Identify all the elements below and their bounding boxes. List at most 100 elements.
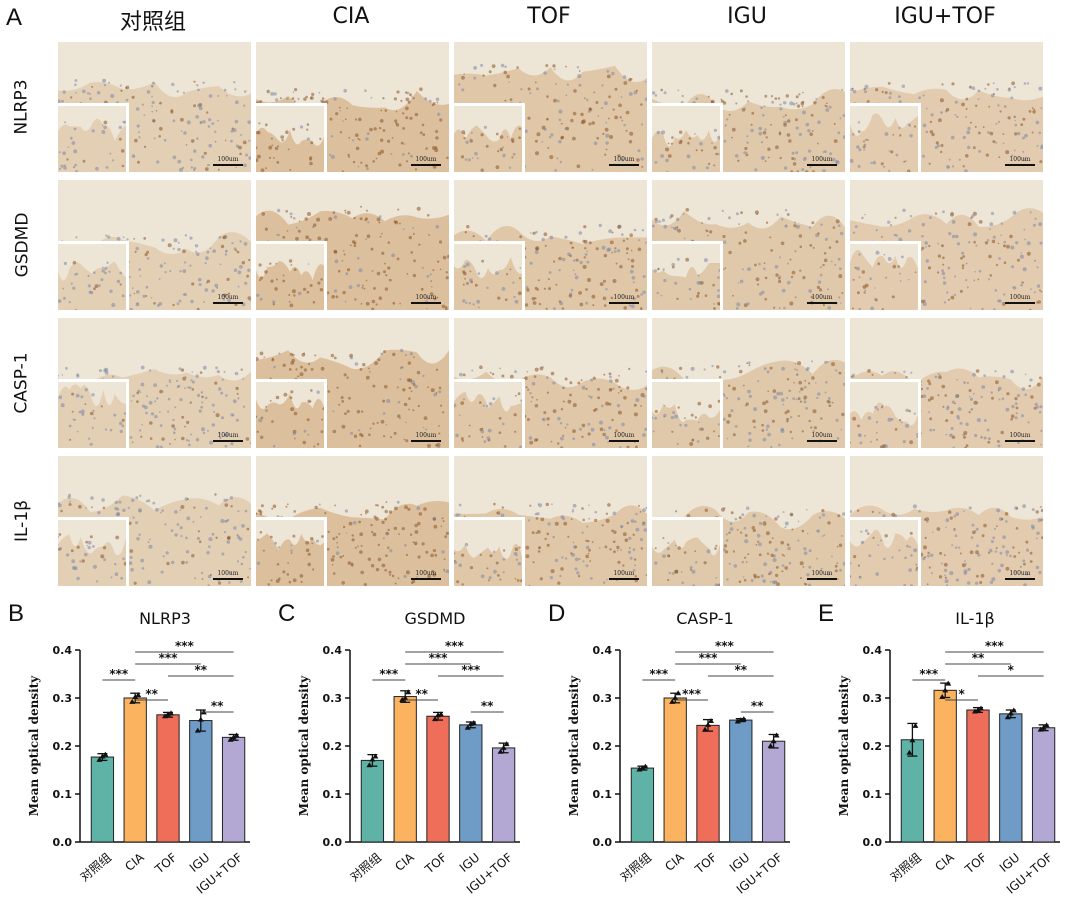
bar-4 — [491, 747, 516, 843]
data-point — [369, 756, 376, 762]
significance-label: ** — [481, 699, 494, 713]
scale-bar: 100um — [213, 157, 243, 166]
micrograph-inset — [256, 241, 327, 310]
data-point — [642, 763, 649, 769]
scale-bar-label: 100um — [1009, 570, 1031, 577]
scale-bar-label: 100um — [217, 294, 239, 301]
micrograph-nlrp3-control: 100um — [58, 42, 251, 172]
micrograph-inset — [652, 241, 723, 310]
data-point — [366, 762, 373, 768]
data-point — [500, 744, 507, 750]
chart-title: IL-1β — [955, 609, 995, 628]
data-point — [734, 718, 741, 724]
data-point — [770, 738, 777, 744]
y-tick-label: 0.0 — [53, 836, 73, 849]
row-header-nlrp3: NLRP3 — [12, 79, 33, 135]
column-header-cia: CIA — [332, 4, 370, 29]
scale-bar-line — [1005, 164, 1035, 166]
scale-bar: 100um — [609, 295, 639, 304]
data-point — [233, 732, 240, 738]
scale-bar: 100um — [213, 433, 243, 442]
scale-bar-label: 100um — [415, 294, 437, 301]
micrograph-nlrp3-tof: 100um — [454, 42, 647, 172]
bar-1 — [123, 697, 147, 843]
micrograph-inset — [652, 103, 723, 172]
scale-bar-label: 100um — [613, 156, 635, 163]
data-point — [972, 708, 978, 714]
y-axis-label: Mean optical density — [837, 675, 851, 817]
panel-label-a: A — [6, 4, 23, 31]
y-tick-label: 0.1 — [863, 788, 883, 801]
chart-il1b: E IL-1β Mean optical density 0.0 0.1 0.2 0.3 0… — [810, 596, 1070, 924]
scale-bar-label: 100um — [415, 156, 437, 163]
y-tick-label: 0.2 — [863, 740, 883, 753]
row-header-gsdmd: GSDMD — [12, 212, 32, 278]
scale-bar-line — [1005, 440, 1035, 442]
significance-label: ** — [735, 663, 748, 677]
y-tick-label: 0.4 — [863, 644, 883, 657]
scale-bar-line — [1005, 578, 1035, 580]
panel-label-c: C — [278, 600, 296, 627]
scale-bar: 100um — [213, 571, 243, 580]
significance-label: *** — [649, 667, 669, 681]
y-tick-label: 0.1 — [593, 788, 613, 801]
scale-bar-label: 100um — [415, 570, 437, 577]
scale-bar: 100um — [1005, 295, 1035, 304]
data-point — [438, 711, 444, 717]
data-point — [132, 694, 139, 700]
bar-2 — [426, 715, 450, 843]
y-tick-label: 0.0 — [323, 836, 343, 849]
significance-label: ** — [972, 651, 985, 665]
x-tick-label: TOF — [152, 850, 180, 877]
x-tick-label: 对照组 — [77, 850, 114, 884]
data-point — [702, 726, 708, 732]
scale-bar-line — [213, 164, 243, 166]
micrograph-casp1-igu: 100um — [652, 318, 845, 448]
data-point — [470, 719, 477, 725]
significance-label: ** — [211, 699, 224, 713]
data-point — [1010, 707, 1017, 713]
bar-1 — [663, 697, 687, 843]
micrograph-inset — [454, 379, 525, 448]
data-point — [705, 721, 711, 727]
scale-bar-line — [1005, 302, 1035, 304]
scale-bar-label: 100um — [811, 570, 833, 577]
micrograph-inset — [256, 103, 327, 172]
scale-bar: 100um — [411, 433, 441, 442]
x-tick-label: 对照组 — [887, 850, 924, 884]
y-tick-label: 0.0 — [593, 836, 613, 849]
scale-bar-line — [609, 440, 639, 442]
scale-bar-label: 100um — [811, 432, 833, 439]
data-point — [639, 765, 646, 771]
bar-2 — [156, 714, 180, 843]
significance-label: *** — [175, 639, 195, 653]
data-point — [129, 698, 136, 704]
significance-label: ** — [415, 687, 428, 701]
micrograph-inset — [850, 103, 921, 172]
data-point — [942, 687, 949, 693]
micrograph-nlrp3-cia: 100um — [256, 42, 449, 172]
x-tick-label: 对照组 — [347, 850, 384, 884]
data-point — [636, 766, 643, 772]
micrograph-gsdmd-cia: 100um — [256, 180, 449, 310]
scale-bar: 100um — [411, 157, 441, 166]
y-tick-label: 0.3 — [593, 692, 613, 705]
scale-bar-line — [213, 302, 243, 304]
scale-bar-label: 100um — [811, 294, 833, 301]
chart-svg: IL-1β Mean optical density 0.0 0.1 0.2 0.3 0.4… — [837, 609, 1060, 897]
x-tick-label: IGU — [187, 850, 213, 875]
significance-label: *** — [699, 651, 719, 665]
bar-0 — [630, 767, 655, 843]
scale-bar: 100um — [1005, 157, 1035, 166]
significance-label: *** — [985, 639, 1005, 653]
micrograph-il1b-tof: 100um — [454, 456, 647, 586]
significance-label: ** — [145, 687, 158, 701]
row-header-il1b: IL-1β — [12, 500, 32, 542]
x-tick-label: CIA — [392, 850, 417, 874]
significance-label: *** — [919, 667, 939, 681]
micrograph-inset — [850, 241, 921, 310]
micrograph-gsdmd-igu: 100um — [652, 180, 845, 310]
scale-bar: 100um — [807, 433, 837, 442]
data-point — [1043, 722, 1050, 728]
data-point — [1004, 714, 1011, 720]
